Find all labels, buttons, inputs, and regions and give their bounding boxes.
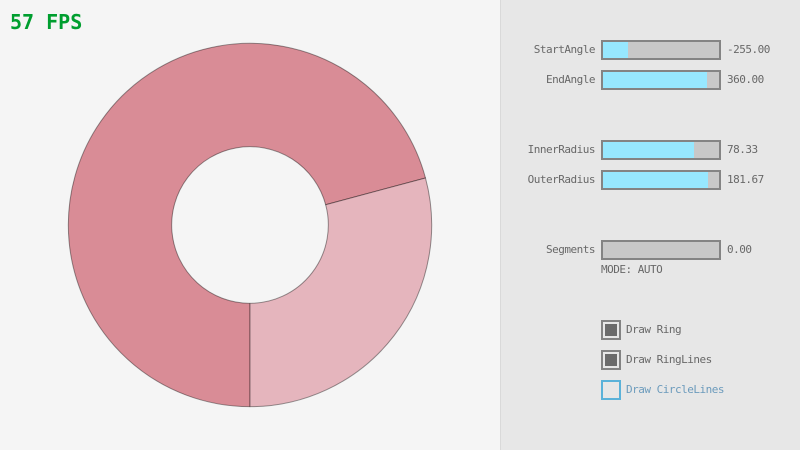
draw-ringlines-label: Draw RingLines xyxy=(626,353,712,366)
ring-sector-light xyxy=(249,177,433,408)
innerradius-value: 78.33 xyxy=(727,143,758,156)
segments-value: 0.00 xyxy=(727,243,752,256)
innerradius-label: InnerRadius xyxy=(527,143,596,156)
checkmark-fill xyxy=(605,324,617,336)
startangle-slider[interactable] xyxy=(601,40,721,60)
fps-counter: 57 FPS xyxy=(10,10,83,34)
innerradius-slider[interactable] xyxy=(601,140,721,160)
outerradius-label: OuterRadius xyxy=(527,173,596,186)
startangle-slider-fill xyxy=(603,42,629,58)
outerradius-slider[interactable] xyxy=(601,170,721,190)
slider-row-innerradius: InnerRadius 78.33 xyxy=(501,140,800,160)
segments-label: Segments xyxy=(546,243,595,256)
draw-circlelines-label: Draw CircleLines xyxy=(626,383,724,396)
endangle-slider[interactable] xyxy=(601,70,721,90)
endangle-value: 360.00 xyxy=(727,73,764,86)
checkbox-row-draw-circlelines: Draw CircleLines xyxy=(501,380,800,400)
slider-row-outerradius: OuterRadius 181.67 xyxy=(501,170,800,190)
draw-ringlines-checkbox[interactable] xyxy=(601,350,621,370)
segments-slider[interactable] xyxy=(601,240,721,260)
slider-row-segments: Segments 0.00 xyxy=(501,240,800,260)
startangle-value: -255.00 xyxy=(727,43,770,56)
slider-row-startangle: StartAngle -255.00 xyxy=(501,40,800,60)
slider-row-endangle: EndAngle 360.00 xyxy=(501,70,800,90)
endangle-slider-fill xyxy=(603,72,708,88)
segments-mode-label: MODE: AUTO xyxy=(601,263,663,276)
outerradius-slider-fill xyxy=(603,172,709,188)
checkbox-row-draw-ring: Draw Ring xyxy=(501,320,800,340)
draw-circlelines-checkbox[interactable] xyxy=(601,380,621,400)
draw-ring-label: Draw Ring xyxy=(626,323,682,336)
innerradius-slider-fill xyxy=(603,142,694,158)
ring-sector-dark xyxy=(67,42,427,408)
outerradius-value: 181.67 xyxy=(727,173,764,186)
controls-panel: StartAngle -255.00 EndAngle 360.00 Inner… xyxy=(500,0,800,450)
endangle-label: EndAngle xyxy=(546,73,595,86)
draw-ring-checkbox[interactable] xyxy=(601,320,621,340)
startangle-label: StartAngle xyxy=(533,43,596,56)
checkmark-fill xyxy=(605,354,617,366)
checkbox-row-draw-ringlines: Draw RingLines xyxy=(501,350,800,370)
